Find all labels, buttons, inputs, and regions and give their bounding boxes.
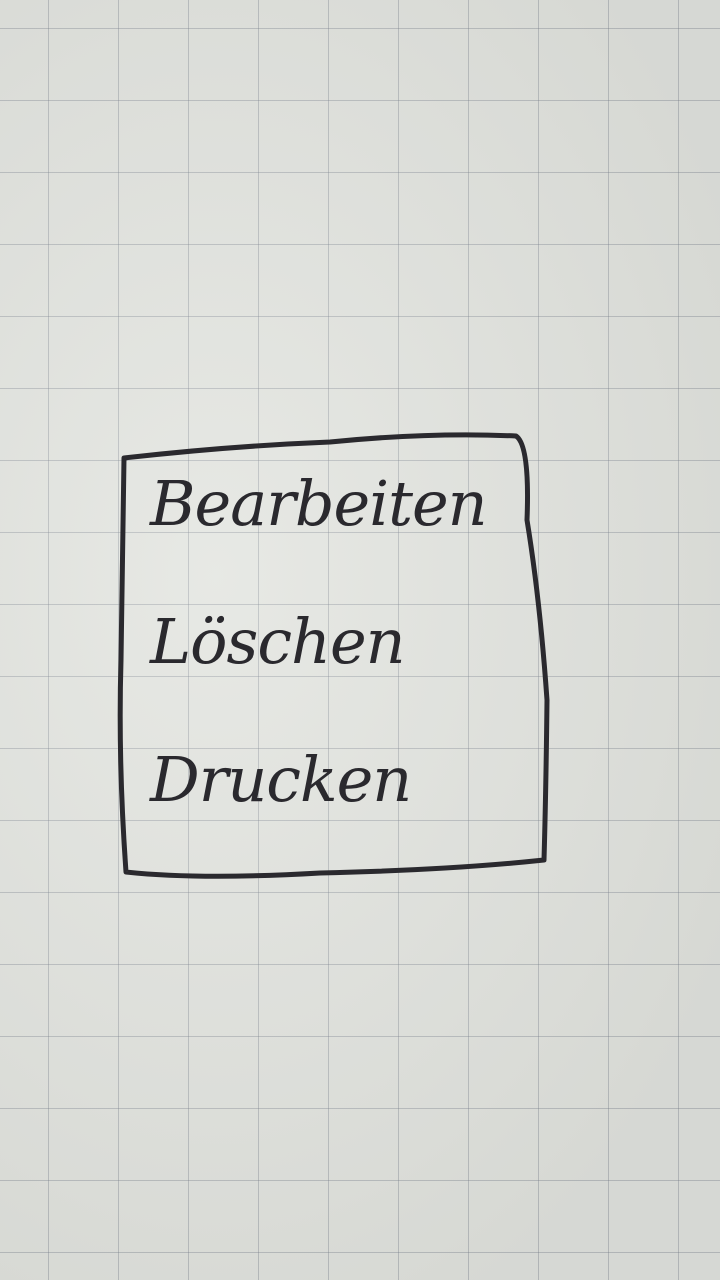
menu-item-drucken[interactable]: Drucken bbox=[150, 746, 450, 884]
menu-item-loeschen[interactable]: Löschen bbox=[150, 608, 450, 746]
context-menu: Bearbeiten Löschen Drucken bbox=[150, 470, 450, 884]
menu-item-bearbeiten[interactable]: Bearbeiten bbox=[150, 470, 450, 608]
